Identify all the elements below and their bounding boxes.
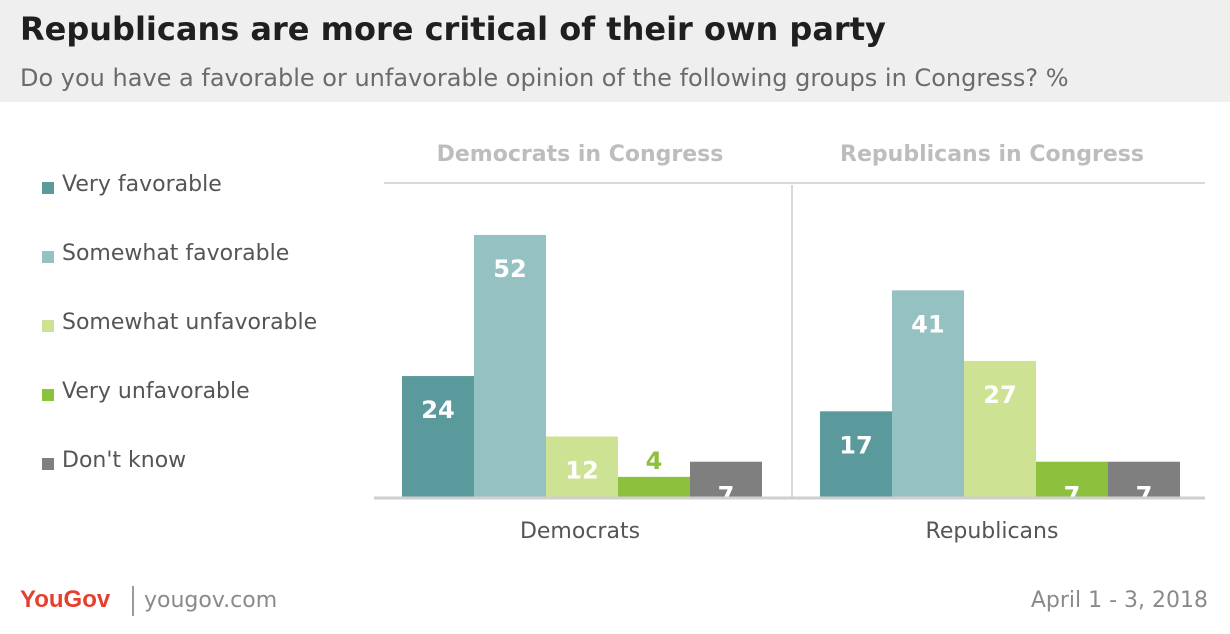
yougov-logo: YouGov xyxy=(20,586,111,613)
bar xyxy=(892,290,964,497)
bar xyxy=(474,234,546,498)
data-label: 27 xyxy=(983,381,1016,409)
chart-title: Republicans are more critical of their o… xyxy=(20,10,886,48)
panel-title: Republicans in Congress xyxy=(840,142,1144,167)
data-label: 41 xyxy=(911,310,944,338)
legend-label: Somewhat unfavorable xyxy=(62,310,318,335)
legend-label: Don't know xyxy=(62,448,187,473)
data-label: 52 xyxy=(493,255,526,283)
data-label: 17 xyxy=(839,431,872,459)
bar xyxy=(402,376,474,497)
legend-swatch xyxy=(42,320,54,332)
bar xyxy=(690,461,762,497)
legend-swatch xyxy=(42,458,54,470)
chart-subtitle: Do you have a favorable or unfavorable o… xyxy=(20,64,1069,92)
header: Republicans are more critical of their o… xyxy=(0,0,1230,102)
panel-title: Democrats in Congress xyxy=(437,142,724,167)
bar xyxy=(546,436,618,497)
legend-swatch xyxy=(42,389,54,401)
category-label: Republicans xyxy=(926,519,1059,544)
data-label: 24 xyxy=(421,396,454,424)
bar xyxy=(1036,461,1108,497)
category-label: Democrats xyxy=(520,519,640,544)
legend-label: Very favorable xyxy=(62,172,222,197)
legend-label: Somewhat favorable xyxy=(62,241,290,266)
data-label: 7 xyxy=(1064,482,1081,510)
data-label: 7 xyxy=(718,482,735,510)
legend-swatch xyxy=(42,182,54,194)
bar xyxy=(820,411,892,497)
bar xyxy=(964,360,1036,497)
legend-label: Very unfavorable xyxy=(62,379,250,404)
data-label: 12 xyxy=(565,457,598,485)
bar xyxy=(618,476,690,497)
data-label: 7 xyxy=(1136,482,1153,510)
data-label: 4 xyxy=(646,447,663,475)
legend-swatch xyxy=(42,251,54,263)
footer-url: yougov.com xyxy=(144,588,278,613)
footer-divider xyxy=(132,586,134,616)
bar xyxy=(1108,461,1180,497)
survey-date: April 1 - 3, 2018 xyxy=(1030,588,1208,613)
